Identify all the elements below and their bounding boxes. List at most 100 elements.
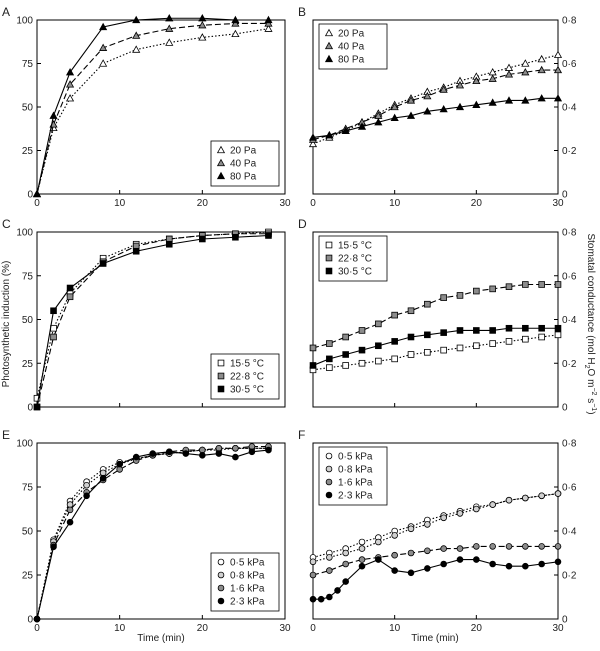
- data-point: [83, 492, 90, 500]
- y-tick-label: 25: [22, 359, 34, 370]
- left-y-axis-title: Photosynthetic induction (%): [1, 261, 12, 388]
- x-tick-label: 30: [552, 198, 564, 209]
- legend-marker: [217, 597, 225, 605]
- data-point: [407, 307, 415, 315]
- panel-e: E 0 25 50 75 100 0 10 20 30 0·5 kPa 0·8 kPa 1·6 kPa 2…: [2, 428, 291, 634]
- data-point: [538, 543, 545, 550]
- data-point: [248, 448, 256, 456]
- data-point: [334, 587, 341, 594]
- legend-label: 80 Pa: [338, 55, 365, 66]
- panel-letter-e: E: [2, 428, 10, 442]
- data-point: [116, 460, 123, 468]
- data-point: [342, 362, 349, 369]
- data-point: [473, 543, 480, 550]
- data-point: [456, 327, 464, 334]
- data-point: [473, 287, 480, 295]
- data-point: [358, 556, 366, 563]
- legend-marker: [325, 478, 333, 486]
- data-point: [538, 560, 545, 568]
- legend-d: 15·5 °C 22·8 °C 30·5 °C: [318, 235, 388, 282]
- x-tick-label: 20: [197, 623, 209, 634]
- legend-label: 30·5 °C: [230, 385, 264, 396]
- legend-marker: [217, 558, 225, 566]
- x-tick-label: 10: [389, 198, 401, 209]
- data-point: [264, 19, 273, 27]
- y-tick-label: 75: [22, 59, 34, 70]
- data-point: [375, 320, 382, 328]
- data-point: [132, 15, 141, 24]
- data-point: [456, 292, 464, 299]
- data-point: [391, 532, 398, 539]
- data-point: [504, 96, 514, 104]
- data-point: [521, 67, 530, 76]
- y-tick-label: 0·8: [562, 439, 577, 450]
- data-point: [538, 324, 545, 332]
- legend-label: 1·6 kPa: [338, 478, 373, 489]
- x-tick-label: 0: [34, 623, 40, 634]
- y-tick-label: 0·4: [562, 103, 577, 114]
- y-tick-label: 0: [562, 190, 568, 201]
- data-point: [99, 59, 108, 67]
- panel-letter-f: F: [298, 428, 305, 442]
- panel-letter-a: A: [2, 5, 10, 19]
- data-point: [554, 543, 562, 550]
- data-point: [488, 98, 497, 106]
- data-point: [553, 65, 563, 74]
- data-point: [473, 342, 480, 350]
- data-point: [198, 20, 207, 29]
- data-point: [99, 22, 108, 31]
- data-point: [308, 133, 318, 141]
- data-point: [440, 560, 447, 568]
- series-line: [312, 69, 558, 141]
- data-point: [489, 340, 496, 347]
- data-point: [357, 122, 367, 130]
- data-point: [440, 346, 447, 354]
- y-tick-label: 50: [22, 315, 34, 326]
- right-y-axis-title: Stomatal conductance (mol H2O m−2 s−1): [583, 233, 597, 414]
- data-point: [522, 281, 529, 288]
- legend-label: 15·5 °C: [338, 241, 372, 252]
- x-tick-label: 10: [389, 623, 401, 634]
- data-point: [232, 453, 239, 461]
- panel-f: F 0 0·2 0·4 0·6 0·8 0 10 20 30 0·5 kPa 0·8 kPa 1·6 k…: [298, 428, 577, 634]
- panel-a: A 0 25 50 75 100 0 10 20 30 20 Pa 40 Pa 80 Pa: [2, 5, 291, 209]
- data-point: [326, 355, 333, 363]
- x-tick-label: 0: [310, 623, 316, 634]
- data-point: [358, 562, 366, 570]
- legend-b: 20 Pa 40 Pa 80 Pa: [318, 23, 388, 70]
- data-point: [342, 578, 349, 585]
- legend-marker: [325, 254, 333, 262]
- data-point: [522, 494, 529, 502]
- data-point: [440, 294, 447, 301]
- data-point: [326, 340, 333, 347]
- series-d-2: [309, 324, 562, 369]
- legend-marker: [217, 359, 225, 367]
- panel-c: C 0 25 50 75 100 15·5 °C 22·8 °C 30·5 °C: [2, 217, 286, 414]
- data-point: [554, 324, 562, 332]
- data-point: [358, 346, 366, 354]
- series-line: [312, 327, 558, 366]
- y-tick-label: 0·6: [562, 271, 577, 282]
- data-point: [132, 31, 141, 39]
- y-tick-label: 0·4: [562, 315, 577, 326]
- series-line: [312, 54, 559, 145]
- data-point: [504, 63, 514, 71]
- series-line: [312, 493, 559, 563]
- data-point: [504, 70, 514, 78]
- panel-d: D 0 0·2 0·4 0·6 0·8 15·5 °C 22·8 °C 30·5 °C: [298, 217, 577, 414]
- data-point: [521, 96, 530, 104]
- data-point: [231, 29, 240, 38]
- data-point: [49, 123, 58, 132]
- data-point: [99, 260, 107, 267]
- series-line: [312, 97, 558, 138]
- data-point: [264, 24, 273, 32]
- legend-label: 0·8 kPa: [230, 571, 265, 582]
- data-point: [489, 285, 496, 293]
- data-point: [199, 452, 206, 459]
- data-point: [423, 107, 432, 115]
- data-point: [165, 448, 173, 456]
- data-point: [407, 549, 415, 557]
- y-tick-label: 75: [22, 483, 34, 494]
- data-point: [407, 333, 415, 341]
